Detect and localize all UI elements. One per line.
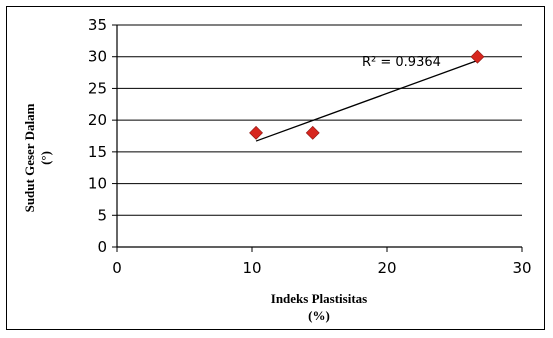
y-tick-label: 35 — [88, 16, 107, 34]
data-point — [249, 125, 263, 140]
y-tick-label: 10 — [88, 175, 107, 193]
y-tick-label: 5 — [97, 206, 107, 224]
data-points — [249, 49, 485, 140]
x-axis-title: Indeks Plastisitas — [271, 291, 367, 306]
x-tick-label: 20 — [377, 259, 396, 277]
x-axis-unit: (%) — [308, 308, 330, 323]
x-tick-label: 10 — [242, 259, 261, 277]
y-tick-label: 20 — [88, 111, 107, 129]
y-tick-label: 25 — [88, 79, 107, 97]
gridlines — [117, 24, 522, 216]
y-tick-labels: 0 5 10 15 20 25 30 35 — [88, 16, 107, 256]
x-tick-labels: 0 10 20 30 — [112, 259, 531, 277]
y-tick-label: 0 — [97, 238, 107, 256]
y-tick-label: 30 — [88, 48, 107, 66]
r-squared-label: R² = 0.9364 — [362, 55, 441, 70]
x-tick-label: 0 — [112, 259, 122, 277]
y-tick-label: 15 — [88, 143, 107, 161]
y-axis-title: Sudut Geser Dalam — [22, 103, 37, 212]
data-point — [470, 49, 485, 64]
axes — [112, 24, 523, 252]
y-axis-unit: (°) — [38, 151, 53, 165]
data-point — [305, 125, 320, 140]
chart-frame — [6, 6, 545, 330]
x-tick-label: 30 — [512, 259, 531, 277]
trendline — [255, 59, 478, 142]
